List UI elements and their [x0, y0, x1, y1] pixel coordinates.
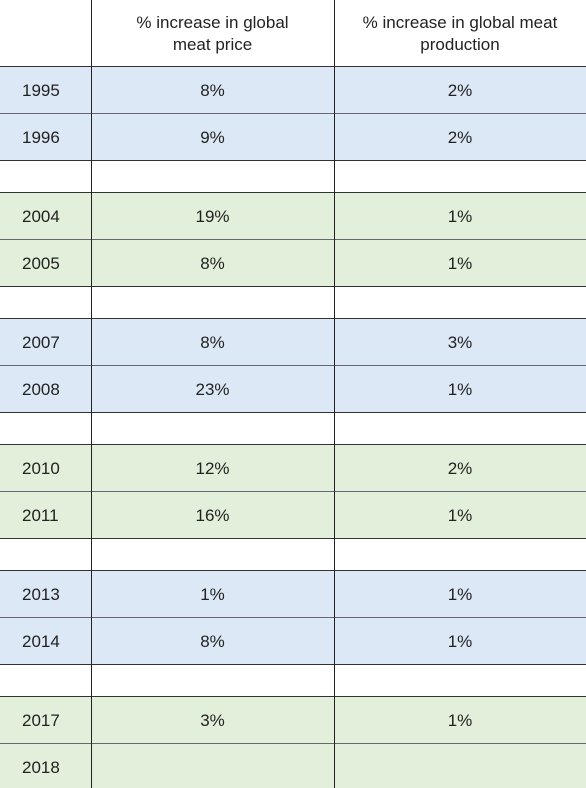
row-border — [0, 113, 586, 114]
year-cell: 1995 — [22, 80, 60, 100]
row-band — [0, 492, 586, 539]
row-border — [0, 365, 586, 366]
year-cell: 2017 — [22, 710, 60, 730]
year-cell: 2013 — [22, 584, 60, 604]
year-cell: 2007 — [22, 332, 60, 352]
value-cell: 1% — [447, 379, 473, 399]
value-cell: 23% — [195, 379, 230, 399]
value-cell: 1% — [447, 631, 473, 651]
value-cell: 2% — [447, 458, 473, 478]
row-border — [0, 664, 586, 665]
value-cell: 8% — [200, 253, 225, 273]
row-band — [0, 618, 586, 665]
value-cell: 1% — [447, 253, 473, 273]
row-border — [0, 239, 586, 240]
value-cell: 2% — [447, 80, 473, 100]
year-cell: 2005 — [22, 253, 60, 273]
value-cell: 9% — [200, 127, 225, 147]
value-cell: 1% — [200, 584, 225, 604]
row-border — [0, 491, 586, 492]
row-border — [0, 192, 586, 193]
value-cell: 1% — [447, 710, 473, 730]
row-border — [0, 286, 586, 287]
header-text: % increase in global meat production — [362, 12, 558, 54]
year-cell: 2010 — [22, 458, 60, 478]
value-cell: 1% — [447, 505, 473, 525]
row-border — [0, 617, 586, 618]
year-cell: 2011 — [22, 505, 59, 525]
value-cell: 3% — [200, 710, 225, 730]
value-cell: 1% — [447, 206, 473, 226]
year-cell: 1996 — [22, 127, 60, 147]
row-border — [0, 412, 586, 413]
value-cell: 12% — [195, 458, 230, 478]
value-cell: 19% — [195, 206, 230, 226]
row-border — [0, 696, 586, 697]
row-band — [0, 366, 586, 413]
year-cell: 2004 — [22, 206, 60, 226]
header-text: % increase in global meat price — [136, 12, 289, 54]
year-cell: 2018 — [22, 757, 60, 777]
value-cell: 16% — [195, 505, 230, 525]
column-border — [334, 0, 335, 788]
value-cell: 2% — [447, 127, 473, 147]
row-band — [0, 697, 586, 744]
row-border — [0, 160, 586, 161]
row-band — [0, 319, 586, 366]
row-border — [0, 318, 586, 319]
value-cell: 8% — [200, 631, 225, 651]
row-band — [0, 193, 586, 240]
value-cell: 8% — [200, 80, 225, 100]
header-cell: % increase in global meat price — [91, 0, 334, 67]
year-cell: 2008 — [22, 379, 60, 399]
row-band — [0, 114, 586, 161]
row-band — [0, 744, 586, 788]
row-border — [0, 570, 586, 571]
row-band — [0, 571, 586, 618]
row-border — [0, 743, 586, 744]
row-band — [0, 67, 586, 114]
row-border — [0, 66, 586, 67]
value-cell: 1% — [447, 584, 473, 604]
value-cell: 8% — [200, 332, 225, 352]
year-cell: 2014 — [22, 631, 60, 651]
row-band — [0, 240, 586, 287]
column-border — [91, 0, 92, 788]
header-cell: % increase in global meat production — [334, 0, 586, 67]
row-band — [0, 445, 586, 492]
row-border — [0, 444, 586, 445]
value-cell: 3% — [447, 332, 473, 352]
row-border — [0, 538, 586, 539]
